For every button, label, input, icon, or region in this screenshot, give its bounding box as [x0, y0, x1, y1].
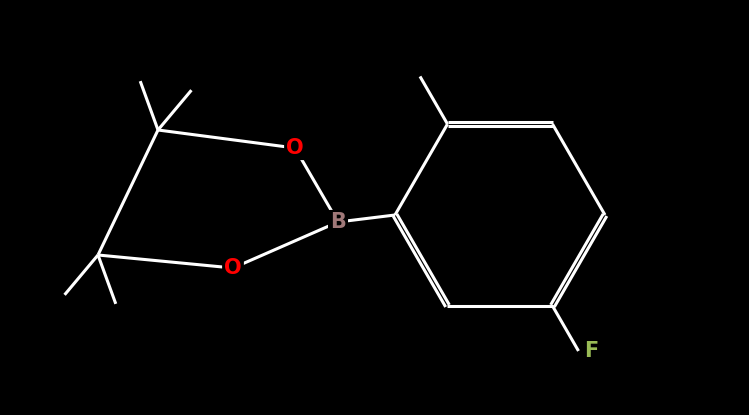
- Text: O: O: [286, 138, 304, 158]
- Text: F: F: [584, 341, 598, 361]
- Text: O: O: [224, 258, 242, 278]
- Text: B: B: [330, 212, 346, 232]
